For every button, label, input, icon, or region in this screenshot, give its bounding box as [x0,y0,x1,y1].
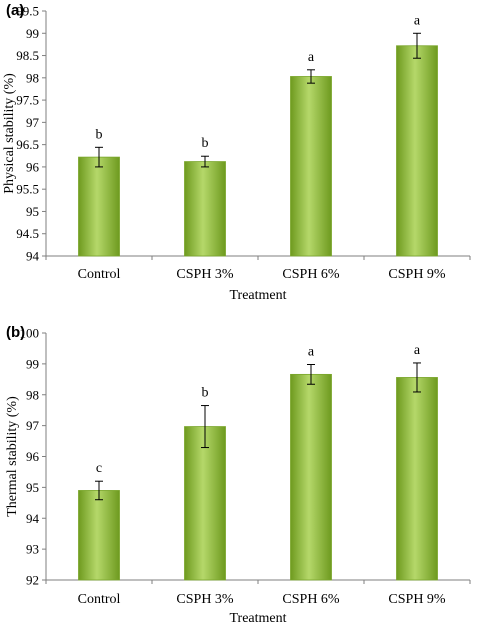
y-tick-label: 99 [26,356,39,371]
bar [184,426,226,581]
y-tick-label: 97.5 [16,93,39,108]
significance-label: a [308,50,315,65]
y-tick-label: 97 [26,115,40,130]
significance-label: b [202,386,209,401]
x-tick-label: Control [78,267,121,282]
y-tick-label: 94.5 [16,226,39,241]
bar [78,156,120,257]
x-axis-title: Treatment [229,288,286,303]
x-tick-label: CSPH 6% [282,267,340,282]
y-tick-label: 96 [26,159,40,174]
y-tick-label: 98.5 [16,48,39,63]
y-tick-label: 97 [26,418,40,433]
significance-label: a [414,343,421,358]
y-tick-label: 96.5 [16,137,39,152]
y-tick-label: 93 [26,542,39,557]
y-tick-label: 98 [26,70,39,85]
bar [290,373,332,581]
significance-label: b [96,127,103,142]
y-tick-label: 95 [26,204,39,219]
y-tick-label: 98 [26,387,39,402]
significance-label: a [308,344,315,359]
panel-label: (a) [6,2,24,19]
y-tick-label: 95 [26,480,39,495]
y-tick-label: 92 [26,573,39,588]
x-tick-label: CSPH 3% [176,592,234,607]
bar [78,490,120,581]
x-tick-label: CSPH 6% [282,592,340,607]
bar [396,377,438,581]
significance-label: a [414,13,421,28]
x-tick-label: CSPH 3% [176,267,234,282]
significance-label: b [202,136,209,151]
chart-panel-a: (a) 94 94.5 95 95.5 96 96.5 97 97.5 98 98.5 99 99.5 b… [2,2,471,303]
y-axis-title: Thermal stability (%) [5,396,20,517]
y-tick-label: 94 [26,249,40,264]
y-tick-label: 99.5 [16,4,39,19]
x-axis-title: Treatment [229,611,286,626]
y-tick-label: 99 [26,26,39,41]
y-tick-label: 95.5 [16,182,39,197]
x-tick-label: CSPH 9% [388,592,446,607]
x-tick-label: Control [78,592,121,607]
chart-panel-b: (b) 92 93 94 95 96 97 98 99 100 c Control b CSPH 3% a C… [5,324,471,626]
y-tick-label: 94 [26,511,40,526]
significance-label: c [96,461,102,476]
bar [396,45,438,257]
y-axis-title: Physical stability (%) [2,73,17,194]
y-tick-label: 100 [20,326,40,341]
panel-label: (b) [6,324,25,341]
x-tick-label: CSPH 9% [388,267,446,282]
bar [290,76,332,257]
bar [184,161,226,257]
y-tick-label: 96 [26,449,40,464]
